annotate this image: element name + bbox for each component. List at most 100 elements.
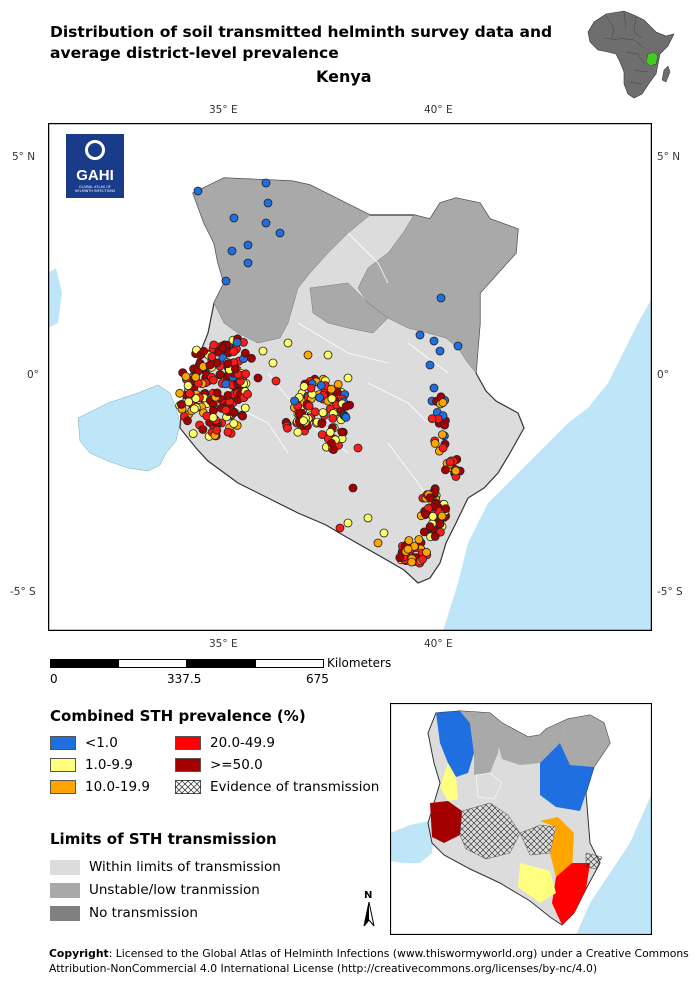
title-line-2: average district-level prevalence: [50, 44, 339, 62]
survey-point: [221, 276, 231, 286]
survey-point: [348, 483, 358, 493]
limits-legend-title: Limits of STH transmission: [50, 830, 277, 848]
country-name: Kenya: [316, 67, 372, 86]
survey-point: [184, 397, 194, 407]
swatch-hatched: [175, 780, 201, 794]
survey-point: [435, 519, 445, 529]
survey-point: [183, 416, 192, 426]
gahi-logo: GAHI GLOBAL ATLAS OF HELMINTH INFECTIONS: [66, 134, 124, 198]
tick-lat-5n-right: 5° N: [657, 151, 681, 163]
survey-point: [261, 218, 271, 228]
africa-locator-map: [587, 10, 675, 99]
swatch-mid-grey: [50, 882, 80, 898]
scale-bar: Kilometers 0 337.5 675: [50, 656, 391, 686]
survey-point: [229, 407, 239, 417]
survey-point: [189, 404, 199, 414]
survey-point: [453, 341, 463, 351]
survey-point: [323, 350, 333, 360]
swatch-red: [175, 736, 201, 750]
survey-point: [176, 399, 186, 409]
survey-point: [299, 382, 309, 391]
survey-point: [325, 427, 335, 437]
survey-point: [318, 408, 328, 418]
north-arrow: N: [362, 890, 376, 930]
survey-point: [175, 388, 185, 398]
survey-point: [403, 544, 413, 554]
survey-point: [425, 493, 435, 503]
survey-point: [217, 343, 227, 353]
survey-point: [379, 528, 389, 538]
survey-point: [230, 364, 240, 374]
survey-point: [271, 376, 281, 386]
tick-lat-5n-left: 5° N: [12, 151, 36, 163]
tick-lon-40-bottom: 40° E: [424, 638, 453, 650]
logo-pin-icon: [85, 140, 105, 160]
survey-point: [209, 340, 219, 350]
survey-point: [436, 293, 446, 303]
survey-point: [353, 443, 363, 453]
survey-point: [440, 420, 450, 430]
survey-point: [438, 398, 448, 408]
logo-subtext: GLOBAL ATLAS OF HELMINTH INFECTIONS: [74, 185, 116, 193]
zone-unstable-east: [357, 197, 519, 374]
survey-point: [317, 430, 327, 440]
survey-point: [310, 407, 320, 417]
survey-point: [337, 427, 347, 437]
survey-point: [293, 427, 303, 437]
survey-point: [414, 535, 424, 544]
survey-point: [207, 352, 217, 362]
survey-point: [427, 414, 437, 424]
tick-lat-0-left: 0°: [27, 369, 39, 381]
survey-point: [261, 178, 271, 188]
survey-point: [341, 401, 351, 411]
survey-point: [229, 347, 239, 357]
survey-point: [188, 429, 198, 439]
survey-point: [243, 240, 253, 250]
survey-point: [333, 379, 343, 389]
survey-point: [243, 389, 253, 399]
swatch-yellow: [50, 758, 76, 772]
survey-point: [437, 511, 447, 521]
survey-point: [429, 336, 439, 346]
tick-lon-35-top: 35° E: [209, 104, 238, 116]
survey-point: [263, 198, 273, 208]
survey-point: [327, 394, 337, 404]
inset-prevalence-map: [390, 703, 652, 935]
survey-point: [215, 370, 225, 379]
survey-point: [445, 457, 455, 467]
legend-item-20-49: 20.0-49.9: [175, 735, 275, 751]
survey-point: [253, 373, 263, 383]
tick-lat-0-right: 0°: [657, 369, 669, 381]
survey-point: [430, 532, 440, 541]
survey-point: [198, 425, 208, 434]
survey-point: [327, 438, 336, 448]
survey-point: [191, 372, 201, 382]
tick-lat-5s-left: -5° S: [10, 586, 36, 598]
scale-unit: Kilometers: [327, 656, 392, 670]
north-arrow-icon: [363, 902, 375, 927]
legend-item-none: No transmission: [50, 905, 198, 921]
copyright-text: : Licensed to the Global Atlas of Helmin…: [49, 947, 689, 975]
scale-label-mid: 337.5: [167, 672, 202, 686]
survey-point: [422, 547, 431, 557]
survey-point: [451, 466, 461, 476]
main-map: [48, 123, 652, 631]
indian-ocean: [443, 298, 652, 631]
survey-point: [275, 228, 285, 238]
survey-point: [429, 383, 439, 393]
legend-item-unstable: Unstable/low tranmission: [50, 882, 260, 898]
survey-point: [283, 338, 293, 348]
survey-point: [343, 373, 353, 383]
survey-point: [425, 360, 435, 370]
survey-point: [425, 522, 435, 532]
survey-point: [303, 350, 313, 360]
survey-point: [208, 375, 218, 385]
survey-point: [243, 258, 253, 268]
survey-point: [212, 358, 222, 368]
swatch-orange: [50, 780, 76, 794]
legend-item-1-9: 1.0-9.9: [50, 757, 133, 773]
survey-point: [373, 538, 383, 548]
survey-point: [420, 509, 430, 519]
survey-point: [290, 396, 300, 406]
swatch-light-grey: [50, 859, 80, 875]
